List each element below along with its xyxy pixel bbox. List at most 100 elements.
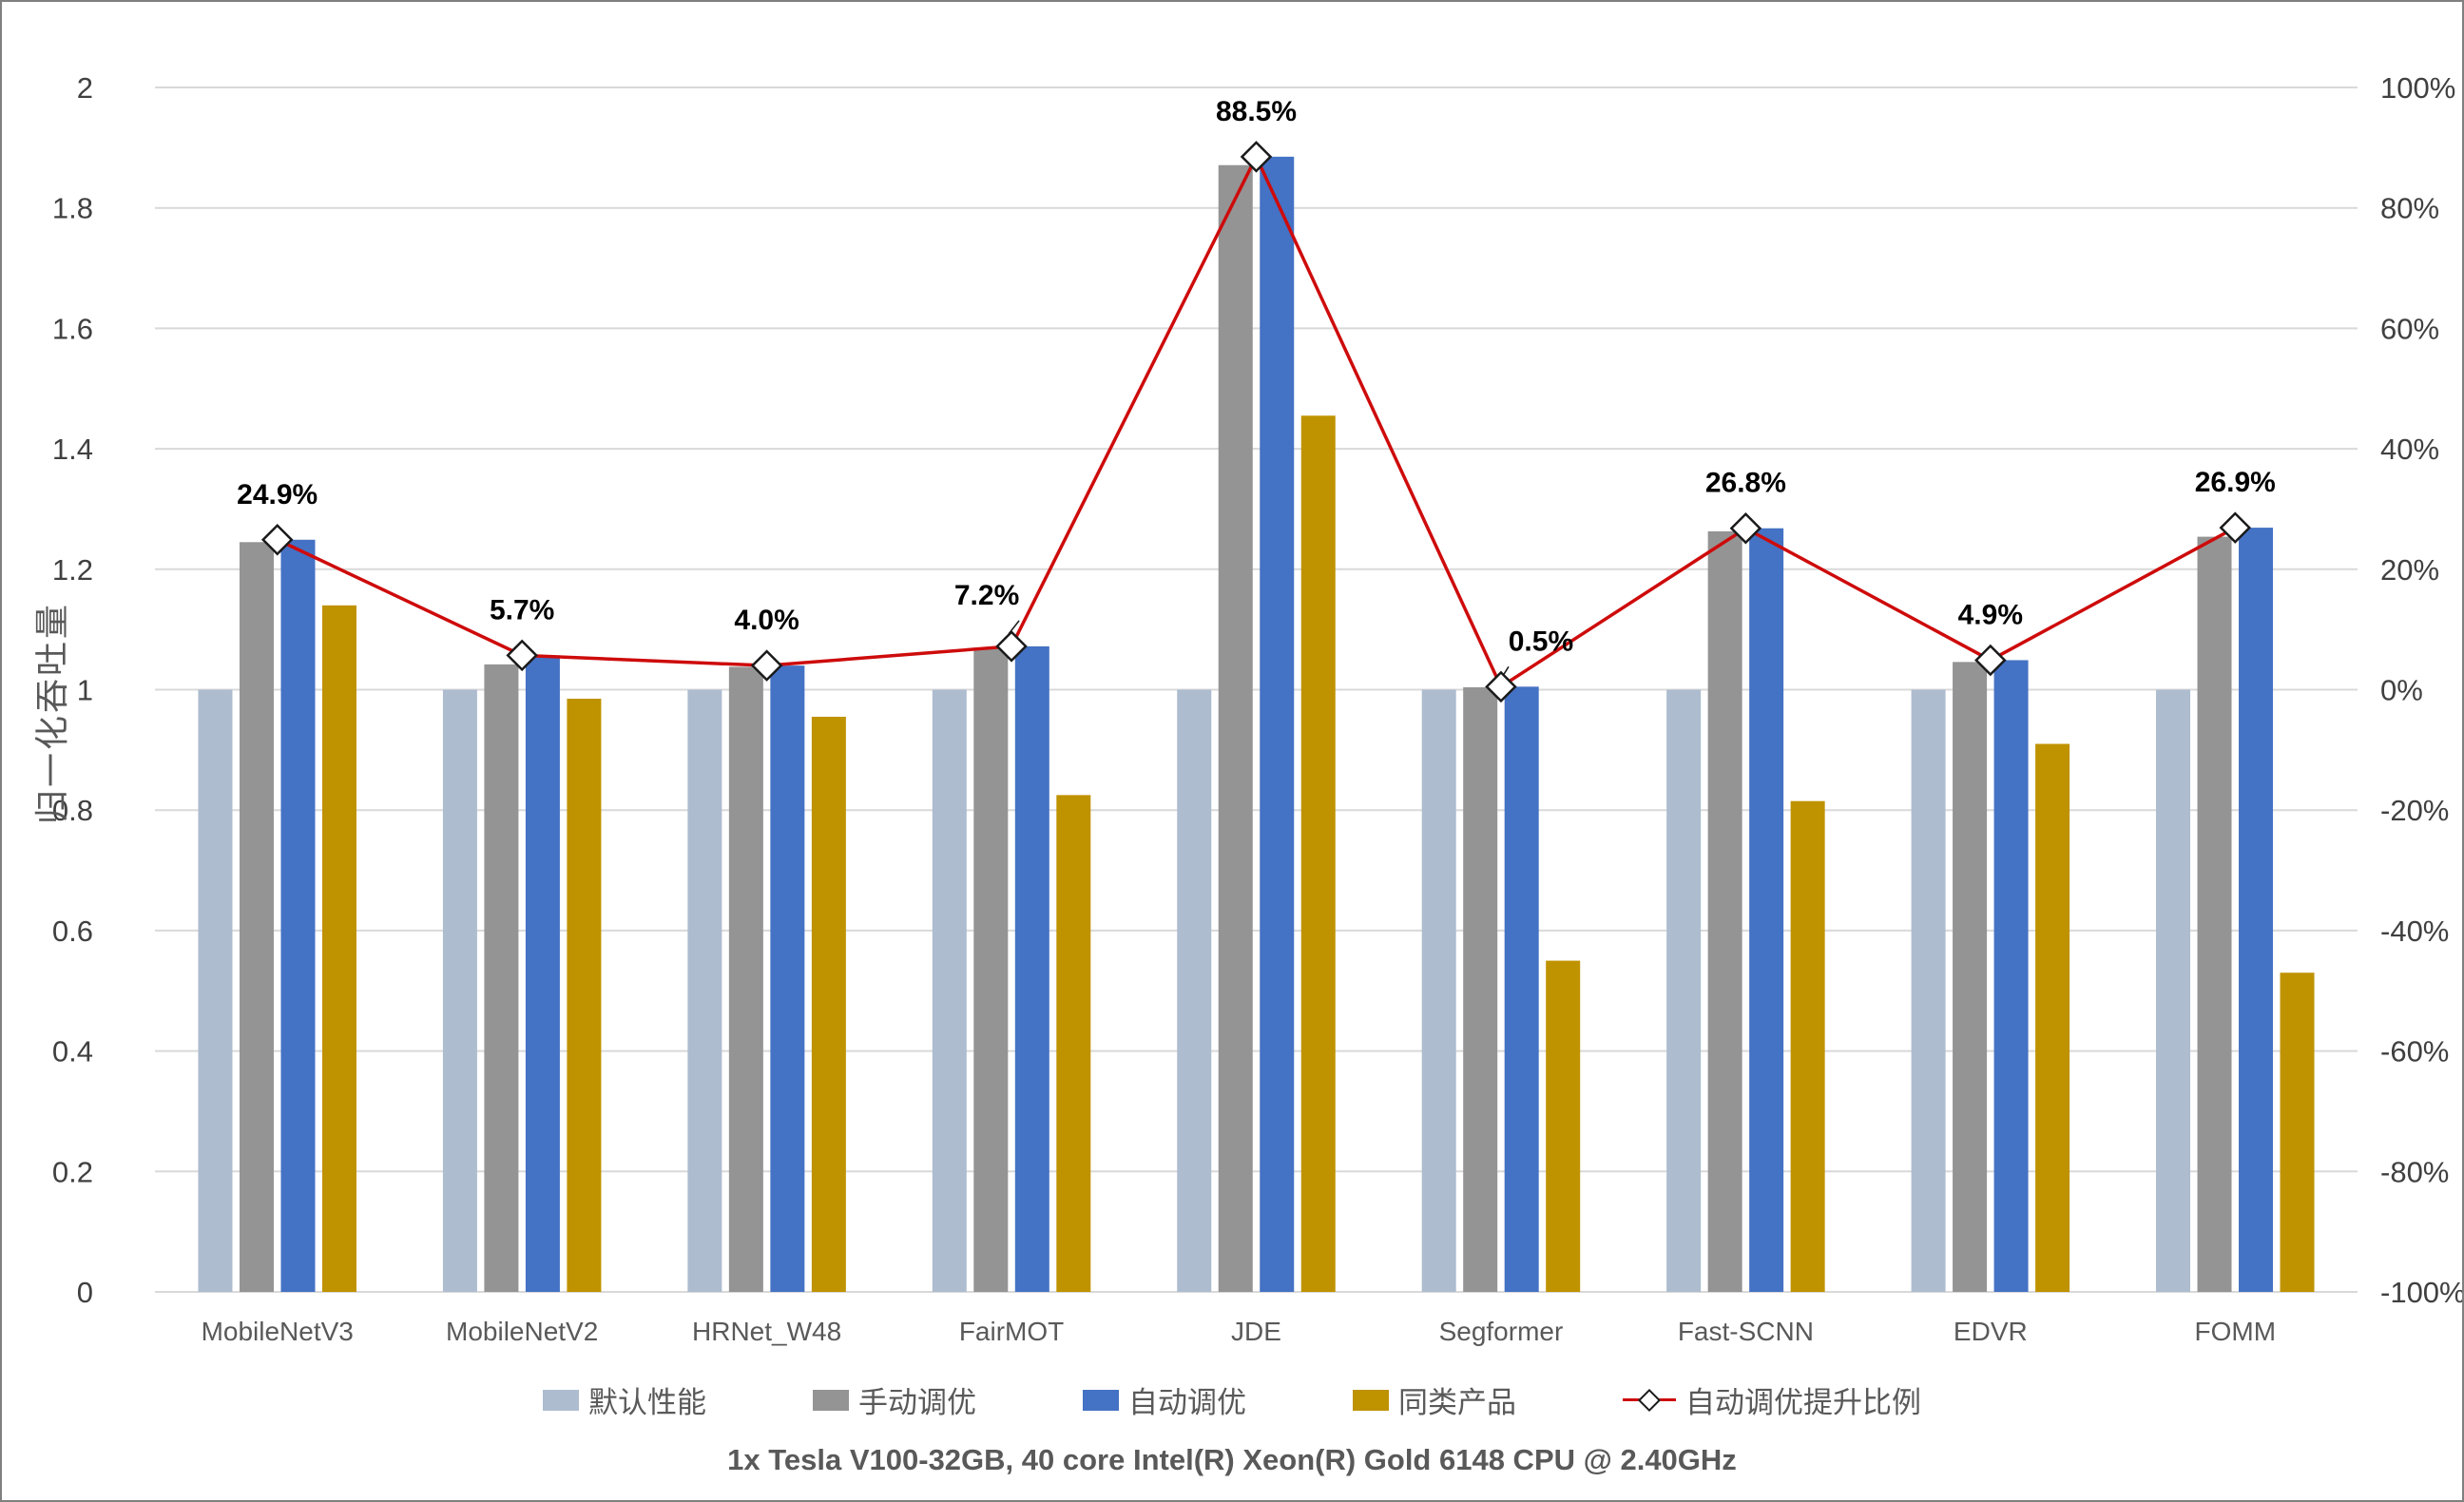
left-axis-tick-label: 1.2 — [52, 553, 93, 587]
bar-default-Fast-SCNN — [1666, 689, 1702, 1292]
bar-auto-FairMOT — [1014, 645, 1049, 1292]
right-axis-tick-label: -80% — [2380, 1155, 2449, 1188]
data-label: 4.0% — [734, 605, 799, 636]
data-label: 26.8% — [1705, 468, 1786, 499]
improvement-line — [276, 152, 2237, 689]
bar-competitor-MobileNetV2 — [567, 699, 602, 1292]
bar-competitor-Fast-SCNN — [1790, 800, 1825, 1292]
bar-auto-Segformer — [1504, 686, 1539, 1292]
left-axis-tick-label: 0 — [77, 1276, 93, 1309]
category-label: MobileNetV2 — [446, 1317, 598, 1346]
bar-competitor-Segformer — [1546, 960, 1581, 1292]
line-marker-diamond — [1729, 511, 1762, 545]
right-axis-tick-label: 40% — [2380, 433, 2439, 466]
category-label: Fast-SCNN — [1678, 1317, 1814, 1346]
legend-item-manual: 手动调优 — [813, 1378, 976, 1421]
left-axis-tick-label: 2 — [77, 71, 93, 105]
bar-auto-Fast-SCNN — [1749, 528, 1784, 1292]
bar-manual-HRNet_W48 — [728, 666, 763, 1292]
legend-swatch-competitor — [1353, 1389, 1389, 1411]
right-axis-tick-label: -60% — [2380, 1035, 2449, 1069]
bar-competitor-FairMOT — [1056, 795, 1091, 1292]
line-marker-diamond — [995, 630, 1028, 663]
line-marker-diamond — [2219, 511, 2252, 544]
right-axis-tick-label: 80% — [2380, 192, 2439, 225]
right-axis-tick-label: 100% — [2380, 71, 2455, 105]
right-axis-tick-label: -20% — [2380, 794, 2449, 827]
legend-swatch-manual — [813, 1389, 849, 1411]
bar-default-FairMOT — [932, 689, 967, 1292]
left-axis-tick-label: 0.8 — [52, 794, 93, 827]
legend-label-auto: 自动调优 — [1128, 1386, 1246, 1419]
bar-competitor-MobileNetV3 — [321, 605, 356, 1292]
data-label: 5.7% — [490, 594, 554, 626]
bar-default-MobileNetV2 — [442, 689, 477, 1292]
right-axis-tick-label: 0% — [2380, 674, 2423, 707]
category-label: JDE — [1231, 1317, 1281, 1346]
right-axis-tick-label: 20% — [2380, 553, 2439, 587]
bar-default-EDVR — [1911, 689, 1946, 1292]
line-marker-diamond — [1240, 141, 1273, 173]
data-label: 24.9% — [237, 479, 318, 510]
bar-competitor-EDVR — [2035, 743, 2070, 1292]
bar-manual-Fast-SCNN — [1707, 530, 1742, 1292]
line-marker-diamond — [260, 523, 294, 556]
bar-auto-MobileNetV2 — [525, 655, 560, 1292]
data-label: 0.5% — [1509, 626, 1573, 657]
category-label: FOMM — [2195, 1317, 2277, 1346]
legend-label-default: 默认性能 — [588, 1386, 706, 1419]
bar-competitor-FOMM — [2280, 972, 2315, 1292]
bar-manual-FOMM — [2197, 536, 2232, 1292]
bar-manual-EDVR — [1953, 662, 1988, 1292]
data-label: 26.9% — [2195, 467, 2276, 498]
legend-label-manual: 手动调优 — [858, 1386, 976, 1419]
line-marker-diamond — [1485, 670, 1517, 703]
data-label: 4.9% — [1958, 599, 2023, 630]
legend-line-diamond-icon — [1623, 1388, 1676, 1412]
line-marker-diamond — [506, 639, 538, 672]
left-axis-tick-label: 1.6 — [52, 312, 93, 345]
bar-competitor-HRNet_W48 — [811, 717, 846, 1292]
bar-default-MobileNetV3 — [198, 689, 233, 1292]
bar-auto-JDE — [1260, 156, 1295, 1292]
legend-label-improvement: 自动调优提升比例 — [1685, 1386, 1921, 1419]
category-label: EDVR — [1954, 1317, 2028, 1346]
legend-item-auto: 自动调优 — [1083, 1378, 1246, 1421]
legend-swatch-default — [543, 1389, 579, 1411]
bar-default-JDE — [1177, 689, 1212, 1292]
bar-manual-Segformer — [1463, 686, 1498, 1292]
bar-auto-MobileNetV3 — [280, 539, 316, 1292]
chart-caption: 1x Tesla V100-32GB, 40 core Intel(R) Xeo… — [727, 1443, 1737, 1476]
bar-auto-EDVR — [1993, 660, 2029, 1292]
bar-default-Segformer — [1421, 689, 1456, 1292]
category-label: Segformer — [1439, 1317, 1564, 1346]
bar-manual-MobileNetV2 — [484, 664, 519, 1292]
bar-competitor-JDE — [1300, 415, 1336, 1292]
legend-diamond-marker — [1637, 1388, 1662, 1412]
bar-default-HRNet_W48 — [687, 689, 722, 1292]
line-marker-diamond — [750, 649, 783, 682]
bar-manual-JDE — [1218, 164, 1253, 1293]
left-axis-tick-label: 0.4 — [52, 1035, 93, 1069]
legend-swatch-auto — [1083, 1389, 1119, 1411]
category-label: MobileNetV3 — [202, 1317, 354, 1346]
legend-item-improvement: 自动调优提升比例 — [1623, 1378, 1921, 1421]
line-marker-diamond — [1974, 644, 2007, 677]
right-axis-tick-label: -40% — [2380, 915, 2449, 948]
legend-item-default: 默认性能 — [543, 1378, 706, 1421]
chart-legend: 默认性能 手动调优 自动调优 同类产品 自动调优提升比例 — [2, 1378, 2462, 1421]
y-axis-title: 归一化吞吐量 — [32, 601, 71, 825]
left-axis-tick-label: 1.4 — [52, 433, 93, 466]
right-axis-tick-label: -100% — [2380, 1276, 2464, 1309]
bar-manual-FairMOT — [973, 647, 1009, 1292]
right-axis-tick-label: 60% — [2380, 312, 2439, 345]
category-label: HRNet_W48 — [692, 1317, 841, 1346]
legend-item-competitor: 同类产品 — [1353, 1378, 1516, 1421]
bar-auto-FOMM — [2239, 528, 2274, 1292]
bar-manual-MobileNetV3 — [239, 542, 274, 1292]
bar-default-FOMM — [2156, 689, 2191, 1292]
data-label: 7.2% — [954, 580, 1019, 611]
category-label: FairMOT — [959, 1317, 1064, 1346]
